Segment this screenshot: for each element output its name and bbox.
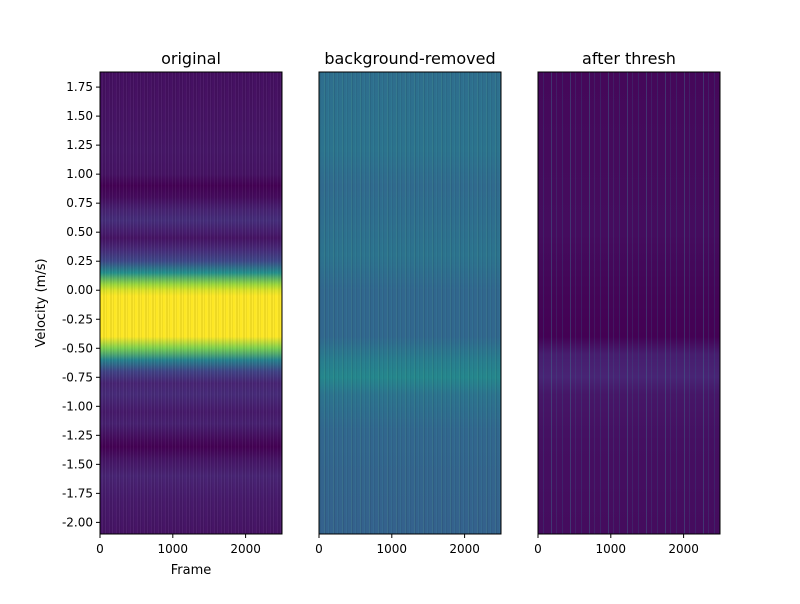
y-tick-label: 1.00: [66, 167, 93, 181]
x-tick-label: 0: [96, 542, 104, 556]
x-axis-original: 0 1000 2000: [96, 534, 261, 556]
y-tick-label: -0.25: [62, 312, 93, 326]
y-tick-label: 1.75: [66, 80, 93, 94]
y-tick-label: 1.25: [66, 138, 93, 152]
x-tick-label: 0: [534, 542, 542, 556]
y-tick-label: 0.50: [66, 225, 93, 239]
stripes-original: [100, 72, 282, 534]
panel-title-after-thresh: after thresh: [582, 49, 676, 68]
y-axis-original: 1.75 1.50 1.25 1.00 0.75 0.50 0.25 0.00 -0.25 -0.…: [62, 80, 100, 529]
x-tick-label: 1000: [377, 542, 408, 556]
y-tick-label: -0.75: [62, 370, 93, 384]
axes-frame-original: [99, 71, 283, 535]
y-tick-label: -2.00: [62, 515, 93, 529]
y-tick-label: 0.00: [66, 283, 93, 297]
panel-title-background-removed: background-removed: [324, 49, 495, 68]
y-tick-label: -1.50: [62, 457, 93, 471]
y-tick-label: 0.25: [66, 254, 93, 268]
x-tick-label: 2000: [230, 542, 261, 556]
x-axis-label: Frame: [171, 563, 212, 578]
y-tick-label: -1.25: [62, 428, 93, 442]
y-tick-label: -0.50: [62, 341, 93, 355]
x-axis-after-thresh: 0 1000 2000: [534, 534, 699, 556]
y-axis-label: Velocity (m/s): [34, 258, 49, 347]
y-tick-label: 1.50: [66, 109, 93, 123]
axes-frame-after-thresh: [537, 71, 721, 535]
panel-after-thresh: after thresh 0 1000 2000: [534, 49, 721, 556]
y-tick-label: -1.00: [62, 399, 93, 413]
x-axis-background-removed: 0 1000 2000: [315, 534, 480, 556]
x-tick-label: 1000: [596, 542, 627, 556]
x-tick-label: 2000: [668, 542, 699, 556]
stripes-after-thresh: [538, 72, 720, 534]
x-tick-label: 0: [315, 542, 323, 556]
y-tick-label: 0.75: [66, 196, 93, 210]
axes-frame-background-removed: [318, 71, 502, 535]
x-tick-label: 1000: [158, 542, 189, 556]
x-tick-label: 2000: [449, 542, 480, 556]
panel-original: original 1.75 1.50 1.25 1.00 0.75 0.50 0.25 0.0…: [34, 49, 283, 578]
y-tick-label: -1.75: [62, 486, 93, 500]
stripes-background-removed: [319, 72, 501, 534]
panel-background-removed: background-removed 0 1000 2000: [315, 49, 502, 556]
panel-title-original: original: [161, 49, 221, 68]
